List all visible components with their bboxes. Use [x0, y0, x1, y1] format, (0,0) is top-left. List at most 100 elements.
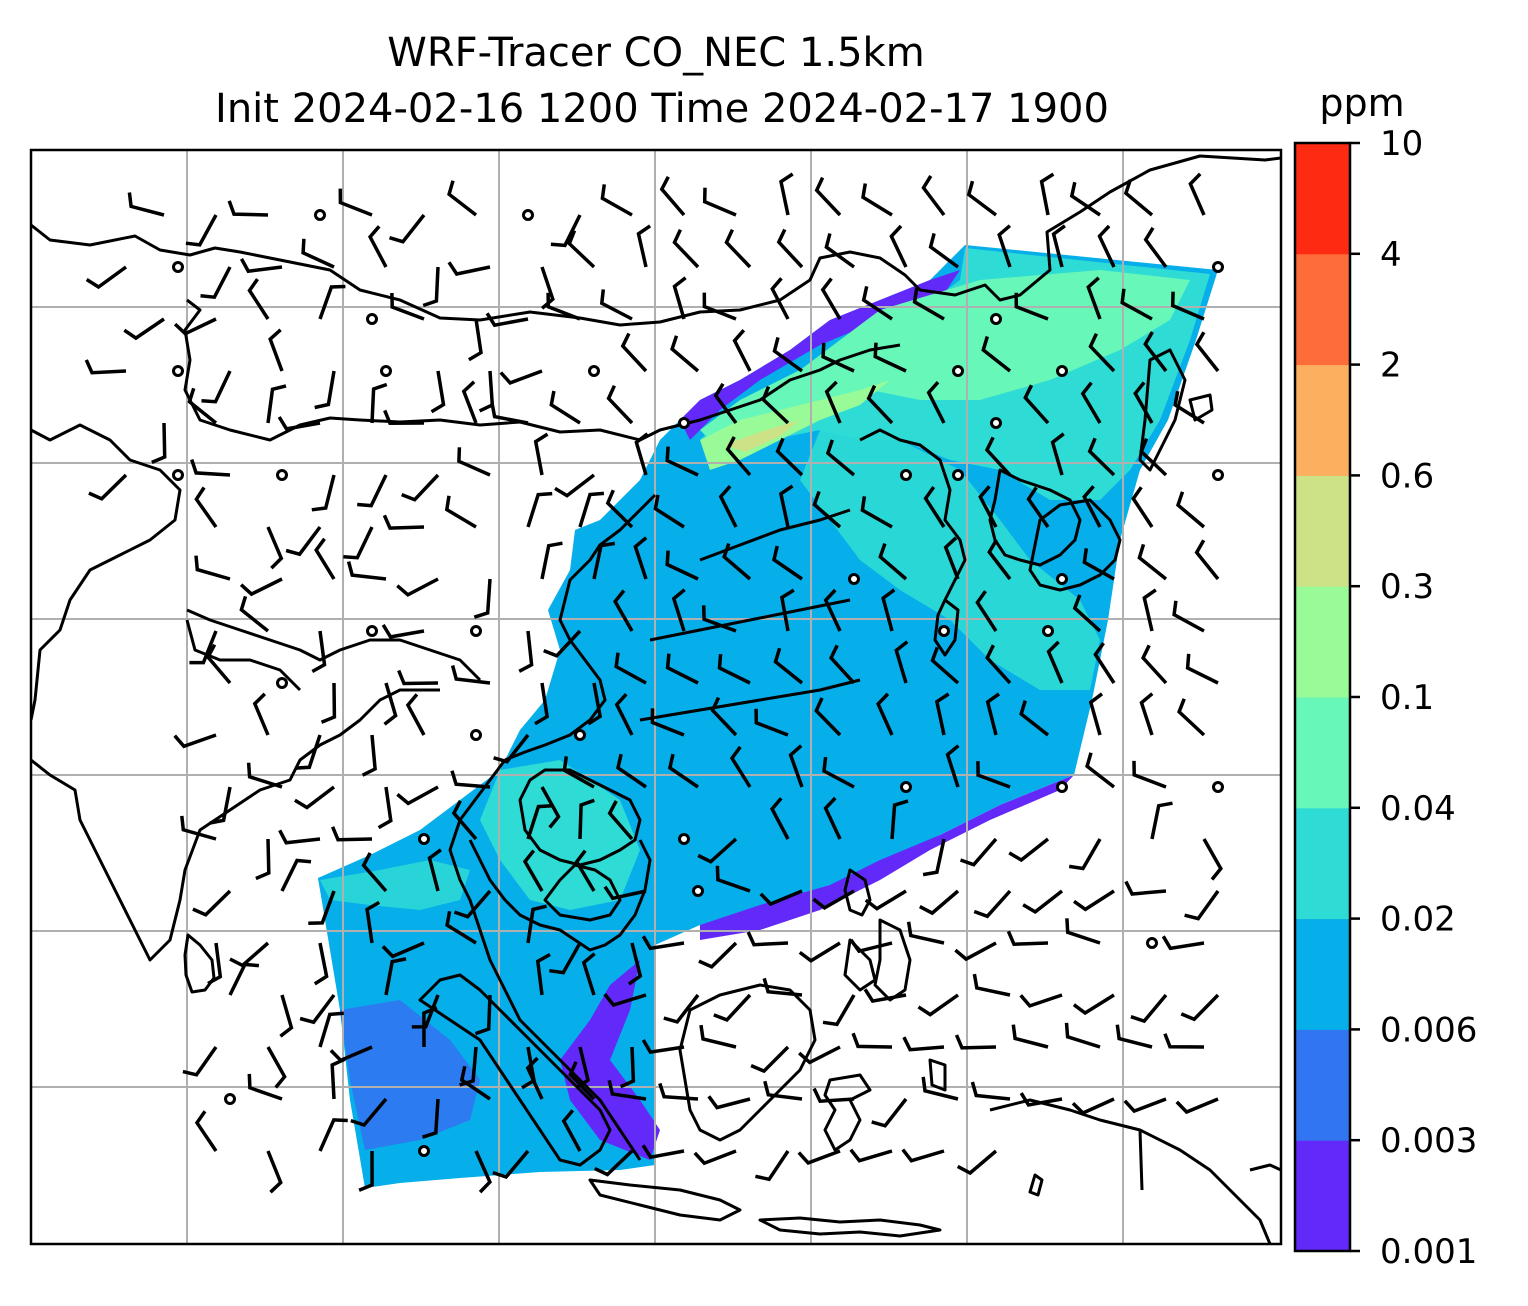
wind-barb	[1011, 1024, 1049, 1049]
wind-barb	[713, 993, 752, 1022]
wind-barb	[311, 630, 327, 674]
wind-barb	[984, 436, 1012, 477]
wind-barb	[1014, 292, 1049, 321]
colorbar: ppm 0.001 0.003 0.006 0.02 0.04 0.1 0.3 0.6 2 4 10	[1293, 81, 1477, 1272]
wind-barb	[338, 188, 373, 217]
wind-barb	[550, 214, 582, 248]
wind-barb	[308, 890, 336, 926]
wind-barb	[1019, 700, 1050, 737]
wind-barb	[746, 931, 789, 947]
calm-wind-marker	[952, 365, 964, 377]
wind-barb	[1194, 539, 1220, 581]
wind-barb	[997, 224, 1012, 268]
wind-barb	[641, 1039, 685, 1055]
wind-barb	[578, 491, 605, 528]
wind-barb	[189, 630, 218, 665]
wind-barb	[247, 1073, 283, 1101]
wind-barb	[775, 437, 804, 477]
wind-barb	[667, 753, 699, 789]
calm-wind-marker	[848, 573, 860, 585]
wind-barb	[928, 232, 960, 269]
wind-barb	[641, 935, 685, 951]
wind-barb	[457, 447, 491, 477]
wind-barb	[492, 1149, 530, 1180]
calm-wind-marker	[900, 781, 912, 793]
colorbar-tick-label: 0.1	[1380, 678, 1434, 718]
wind-barb	[769, 797, 790, 840]
wind-barb	[1163, 1033, 1205, 1049]
wind-barb	[1072, 594, 1102, 633]
wind-barb	[1177, 698, 1206, 737]
wind-barb	[381, 623, 425, 639]
wind-barb	[658, 1082, 699, 1101]
wind-barb	[1139, 437, 1168, 477]
wind-barb	[921, 174, 946, 217]
wind-barb	[701, 605, 737, 633]
wind-barb	[1026, 486, 1050, 528]
calm-wind-marker	[1056, 365, 1068, 377]
wind-barb	[985, 692, 1001, 736]
colorbar-tick-label: 2	[1380, 346, 1402, 386]
calm-wind-marker	[1056, 781, 1068, 793]
wind-barb	[1170, 291, 1205, 321]
wind-barb	[473, 578, 492, 619]
wind-barb	[427, 848, 442, 892]
wind-barb	[1085, 752, 1116, 789]
wind-barb	[461, 380, 478, 424]
wind-barb	[671, 588, 686, 632]
wind-barb	[1097, 224, 1116, 268]
colorbar-tick-label: 0.6	[1380, 456, 1434, 496]
wind-barb	[672, 276, 687, 320]
wind-barb	[578, 798, 595, 840]
wind-barb	[663, 993, 700, 1024]
wind-barb	[1175, 491, 1206, 529]
wind-barb	[1064, 1022, 1101, 1049]
colorbar-band	[1295, 1029, 1350, 1141]
wind-barb	[715, 865, 751, 893]
wind-barb	[812, 490, 842, 529]
wind-barb	[187, 387, 218, 425]
wind-barb	[665, 446, 699, 477]
calm-wind-marker	[418, 833, 430, 845]
wind-barb	[693, 1149, 737, 1166]
tracer-low-band-south-coast	[560, 960, 660, 1160]
wind-barb	[881, 588, 896, 632]
wind-barb	[614, 652, 647, 685]
wind-barb	[966, 180, 998, 217]
colorbar-band	[1295, 475, 1350, 587]
wind-barb	[357, 474, 388, 508]
wind-barb	[278, 829, 321, 845]
tracer-low-band-edge	[700, 775, 1074, 940]
wind-barb	[401, 473, 440, 502]
wind-barb	[411, 994, 440, 1029]
wind-barb	[194, 486, 218, 529]
wind-barb	[246, 762, 283, 789]
wind-barb	[182, 1045, 218, 1077]
wind-barb	[633, 536, 648, 580]
wind-barb	[1188, 172, 1206, 216]
wind-barb	[729, 745, 752, 788]
wind-barb	[396, 577, 439, 597]
wind-barb	[926, 381, 946, 424]
wind-barb	[814, 697, 842, 737]
wind-barb	[459, 1065, 491, 1101]
wind-barb	[922, 838, 946, 877]
wind-barb	[822, 756, 855, 789]
wind-barb	[397, 669, 439, 686]
wind-barb	[1175, 1097, 1219, 1115]
wind-barb	[894, 640, 909, 684]
colorbar-band	[1295, 697, 1350, 809]
wind-barb	[665, 653, 699, 685]
wind-barb	[943, 536, 960, 580]
wind-barb	[901, 1148, 945, 1163]
wind-barb	[451, 799, 478, 841]
wind-barb	[549, 390, 581, 425]
wind-barb	[732, 329, 752, 372]
wind-barb	[526, 904, 548, 944]
wind-barb	[383, 682, 398, 726]
wind-barb	[1184, 889, 1220, 921]
wind-barb	[722, 543, 752, 581]
wind-barb	[318, 1011, 344, 1048]
wind-barb	[485, 312, 529, 328]
wind-barb	[1071, 1097, 1115, 1116]
